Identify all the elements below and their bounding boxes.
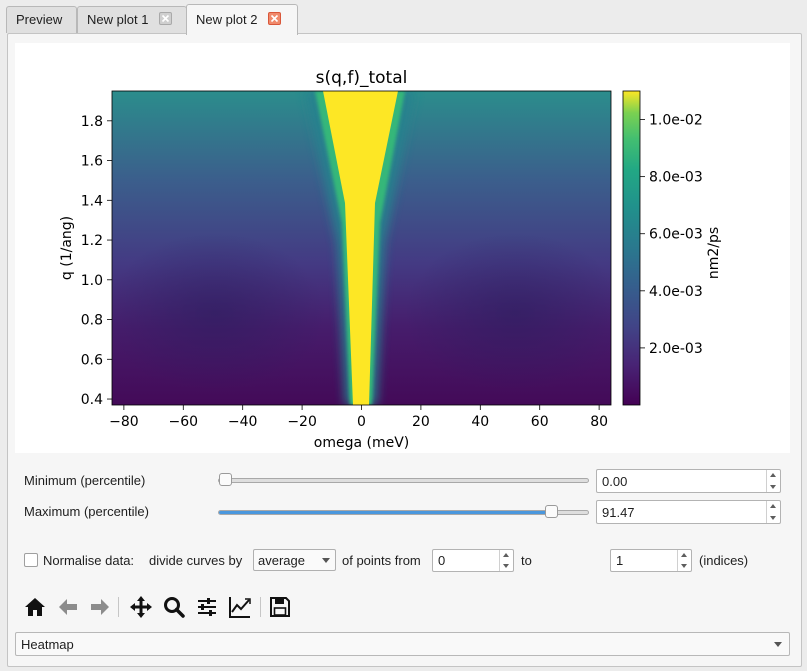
edit-axis-icon[interactable]: [227, 594, 253, 620]
plot-type-select[interactable]: Heatmap: [15, 632, 790, 656]
to-spin-buttons: [677, 550, 691, 571]
maximum-label: Maximum (percentile): [24, 504, 149, 519]
y-tick-label: 1.2: [81, 233, 103, 249]
maximum-slider-handle[interactable]: [544, 505, 558, 518]
y-tick-label: 1.0: [81, 273, 103, 289]
y-tick-label: 0.6: [81, 352, 103, 368]
chart-title: s(q,f)_total: [316, 68, 408, 88]
decrement-icon[interactable]: [767, 481, 780, 492]
x-tick-label: −20: [287, 414, 317, 430]
close-tab-icon[interactable]: [268, 12, 282, 25]
colorbar-tick-label: 2.0e-03: [649, 341, 703, 357]
chevron-down-icon: [774, 642, 782, 647]
increment-icon[interactable]: [767, 501, 780, 512]
minimum-label: Minimum (percentile): [24, 473, 146, 488]
heatmap-image: [112, 91, 611, 405]
plot-type-value: Heatmap: [21, 637, 74, 652]
configure-subplots-icon[interactable]: [194, 594, 220, 620]
divide-curves-label: divide curves by: [149, 553, 243, 568]
plot-figure[interactable]: s(q,f)_total omega (meV) q (1/ang) −80 −6…: [15, 43, 790, 453]
minimum-spin-buttons: [766, 470, 780, 492]
to-label: to: [521, 553, 532, 568]
from-spin-buttons: [499, 550, 513, 571]
increment-icon[interactable]: [767, 470, 780, 481]
minimum-value[interactable]: 0.00: [602, 474, 628, 489]
pan-icon[interactable]: [128, 594, 154, 620]
tab-new-plot-2[interactable]: New plot 2: [186, 4, 298, 35]
tab-new-plot-1[interactable]: New plot 1: [77, 6, 187, 33]
x-tick-label: 60: [531, 414, 549, 430]
toolbar-separator: [260, 597, 261, 617]
normalise-method-select[interactable]: average: [253, 549, 336, 571]
x-tick-label: 40: [471, 414, 489, 430]
indices-label: (indices): [699, 553, 749, 568]
increment-icon[interactable]: [500, 550, 513, 561]
colorbar-label: nm2/ps: [706, 227, 722, 279]
to-index-value[interactable]: 1: [616, 553, 624, 568]
decrement-icon[interactable]: [500, 560, 513, 571]
chevron-down-icon: [322, 558, 330, 563]
y-axis-label: q (1/ang): [59, 216, 75, 280]
heatmap-chart[interactable]: s(q,f)_total omega (meV) q (1/ang) −80 −6…: [15, 43, 790, 453]
minimum-slider[interactable]: [218, 473, 589, 486]
zoom-icon[interactable]: [161, 594, 187, 620]
maximum-slider-fill: [219, 511, 552, 514]
maximum-slider[interactable]: [218, 505, 589, 518]
maximum-spinbox[interactable]: 91.47: [596, 500, 781, 524]
normalise-checkbox[interactable]: [24, 553, 38, 567]
minimum-spinbox[interactable]: 0.00: [596, 469, 781, 493]
y-tick-label: 1.6: [81, 154, 103, 170]
increment-icon[interactable]: [678, 550, 691, 561]
back-arrow-icon[interactable]: [55, 594, 81, 620]
tab-preview[interactable]: Preview: [6, 6, 77, 33]
decrement-icon[interactable]: [767, 512, 780, 523]
x-tick-label: 80: [590, 414, 608, 430]
maximum-spin-buttons: [766, 501, 780, 523]
tab-new-plot-1-label: New plot 1: [87, 12, 149, 27]
y-tick-label: 1.4: [81, 193, 103, 209]
colorbar-tick-label: 4.0e-03: [649, 284, 703, 300]
close-tab-icon[interactable]: [159, 12, 173, 25]
home-icon[interactable]: [22, 594, 48, 620]
from-index-spinbox[interactable]: 0: [432, 549, 514, 572]
decrement-icon[interactable]: [678, 560, 691, 571]
save-icon[interactable]: [267, 594, 293, 620]
forward-arrow-icon[interactable]: [87, 594, 113, 620]
toolbar-separator: [118, 597, 119, 617]
x-tick-label: −40: [228, 414, 258, 430]
maximum-value[interactable]: 91.47: [602, 505, 635, 520]
colorbar-tick-label: 8.0e-03: [649, 170, 703, 186]
from-index-value[interactable]: 0: [438, 553, 446, 568]
colorbar-tick-label: 6.0e-03: [649, 227, 703, 243]
x-tick-label: 20: [412, 414, 430, 430]
to-index-spinbox[interactable]: 1: [610, 549, 692, 572]
x-tick-label: −80: [109, 414, 139, 430]
minimum-slider-handle[interactable]: [219, 473, 232, 486]
tab-preview-label: Preview: [16, 12, 63, 27]
normalise-method-value: average: [258, 553, 305, 568]
x-tick-label: 0: [357, 414, 366, 430]
y-tick-label: 1.8: [81, 114, 103, 130]
x-tick-label: −60: [169, 414, 199, 430]
y-tick-label: 0.4: [81, 392, 103, 408]
normalise-label[interactable]: Normalise data:: [43, 553, 135, 568]
y-tick-label: 0.8: [81, 313, 103, 329]
tab-new-plot-2-label: New plot 2: [196, 12, 258, 27]
x-axis-label: omega (meV): [314, 435, 409, 451]
colorbar-tick-label: 1.0e-02: [649, 113, 703, 129]
points-from-label: of points from: [342, 553, 421, 568]
colorbar: [622, 90, 641, 406]
